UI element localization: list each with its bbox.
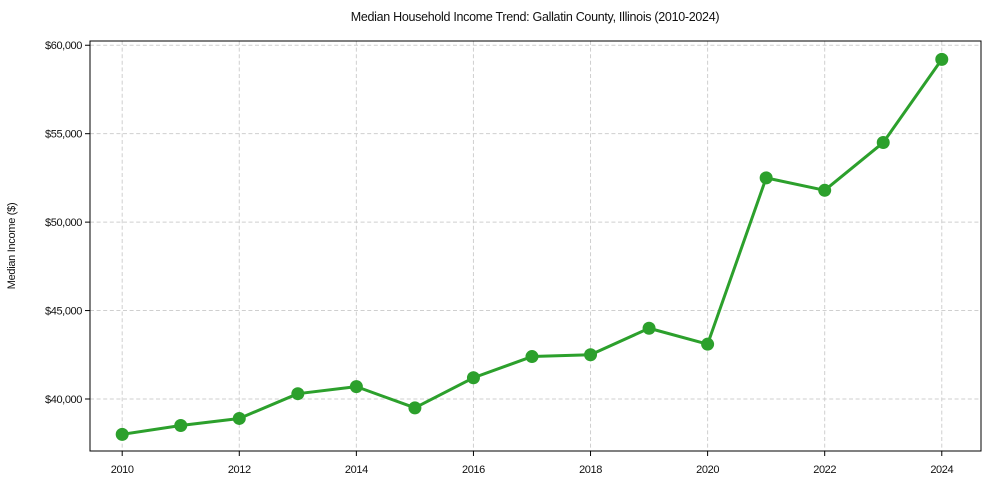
x-tick-label: 2014 [345, 464, 368, 476]
x-tick-label: 2010 [111, 464, 134, 476]
y-tick-label: $60,000 [45, 40, 82, 52]
data-point [642, 321, 656, 335]
data-point [818, 183, 832, 197]
data-point [291, 387, 305, 401]
data-point [701, 337, 715, 351]
data-point [232, 411, 246, 425]
data-point [935, 52, 949, 66]
y-tick-label: $55,000 [45, 129, 82, 141]
data-point [584, 348, 598, 362]
data-point [115, 427, 129, 441]
data-point [525, 350, 539, 364]
chart-title: Median Household Income Trend: Gallatin … [351, 10, 720, 24]
y-tick-label: $45,000 [45, 306, 82, 318]
plot-border [89, 40, 982, 452]
x-tick-label: 2012 [228, 464, 251, 476]
data-point [408, 401, 422, 415]
x-tick-label: 2020 [696, 464, 719, 476]
data-point [466, 371, 480, 385]
data-point [349, 380, 363, 394]
data-point [759, 171, 773, 185]
x-tick-label: 2016 [462, 464, 485, 476]
x-tick-label: 2018 [579, 464, 602, 476]
plot-area: 2010 2012 2014 2016 2018 2020 2022 2024 $40,000 $… [45, 40, 982, 476]
y-axis-label: Median Income ($) [6, 203, 18, 290]
x-tick-label: 2022 [813, 464, 836, 476]
y-tick-label: $50,000 [45, 217, 82, 229]
trend-line [120, 57, 944, 436]
y-tick-label: $40,000 [45, 394, 82, 406]
data-point [876, 136, 890, 150]
data-point [174, 419, 188, 433]
x-tick-label: 2024 [930, 464, 953, 476]
